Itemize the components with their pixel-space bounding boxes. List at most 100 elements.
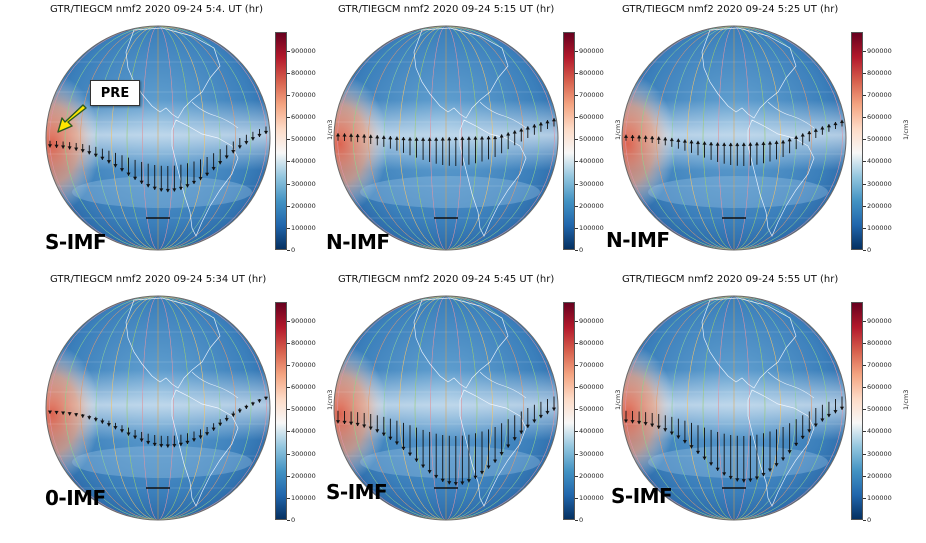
- colorbar-tick-label: 900000: [579, 46, 604, 55]
- colorbar-tick-label: 300000: [867, 449, 892, 458]
- colorbar-tick-label: 600000: [867, 383, 892, 392]
- colorbar: [563, 32, 575, 250]
- colorbar: [563, 302, 575, 520]
- colorbar-tick-label: 500000: [867, 405, 892, 414]
- colorbar-tick-label: 900000: [291, 46, 316, 55]
- colorbar-tick-mark: [575, 520, 578, 521]
- colorbar-unit: 1/cm3: [902, 119, 910, 140]
- colorbar-tick-mark: [287, 72, 290, 74]
- colorbar-tick-mark: [863, 320, 866, 322]
- colorbar-tick-label: 500000: [579, 405, 604, 414]
- colorbar-tick-mark: [575, 342, 578, 344]
- colorbar-tick-label: 200000: [291, 201, 316, 210]
- colorbar-tick-label: 200000: [867, 201, 892, 210]
- figure-panel: GTR/TIEGCM nmf2 2020 09-24 5:4. UT (hr) 0…: [0, 0, 334, 260]
- colorbar-tick-mark: [287, 183, 290, 185]
- colorbar-tick-mark: [863, 72, 866, 74]
- panel-title: GTR/TIEGCM nmf2 2020 09-24 5:15 UT (hr): [338, 4, 555, 15]
- colorbar-tick-label: 0: [291, 516, 296, 524]
- colorbar-tick-mark: [863, 227, 866, 229]
- colorbar-tick-label: 800000: [867, 338, 892, 347]
- colorbar-tick-label: 100000: [579, 493, 604, 502]
- colorbar-tick-mark: [575, 95, 578, 97]
- colorbar-tick-label: 600000: [291, 383, 316, 392]
- imf-label: S-IMF: [326, 480, 388, 504]
- colorbar-tick-label: 900000: [867, 316, 892, 325]
- colorbar-tick-mark: [287, 227, 290, 229]
- colorbar-tick-label: 800000: [291, 68, 316, 77]
- colorbar-tick-mark: [287, 250, 290, 251]
- colorbar-tick-mark: [863, 250, 866, 251]
- imf-label: 0-IMF: [45, 486, 106, 510]
- colorbar: [275, 302, 287, 520]
- colorbar-tick-label: 200000: [579, 471, 604, 480]
- colorbar-tick-label: 0: [291, 246, 296, 254]
- globe-map: [621, 295, 847, 521]
- colorbar-tick-label: 700000: [579, 361, 604, 370]
- colorbar-tick-label: 800000: [579, 68, 604, 77]
- colorbar-tick-label: 700000: [867, 91, 892, 100]
- colorbar-tick-mark: [575, 227, 578, 229]
- colorbar-tick-mark: [287, 117, 290, 119]
- colorbar-tick-label: 900000: [579, 316, 604, 325]
- colorbar: [851, 302, 863, 520]
- colorbar-tick-label: 600000: [867, 113, 892, 122]
- panel-title: GTR/TIEGCM nmf2 2020 09-24 5:25 UT (hr): [622, 4, 839, 15]
- imf-label: S-IMF: [45, 230, 107, 254]
- colorbar-tick-label: 700000: [291, 361, 316, 370]
- colorbar-tick-mark: [287, 431, 290, 433]
- globe-map: [45, 295, 271, 521]
- globe-map: [45, 25, 271, 251]
- colorbar-tick-mark: [575, 161, 578, 163]
- colorbar-tick-mark: [863, 342, 866, 344]
- globe-map: [333, 295, 559, 521]
- colorbar-tick-mark: [575, 387, 578, 389]
- colorbar-tick-label: 500000: [579, 135, 604, 144]
- colorbar-tick-mark: [287, 205, 290, 207]
- colorbar-tick-mark: [863, 183, 866, 185]
- colorbar-tick-mark: [863, 431, 866, 433]
- colorbar-tick-mark: [575, 183, 578, 185]
- colorbar-tick-mark: [863, 365, 866, 367]
- panel-title: GTR/TIEGCM nmf2 2020 09-24 5:4. UT (hr): [50, 4, 264, 15]
- colorbar-tick-label: 300000: [579, 179, 604, 188]
- colorbar-tick-mark: [575, 117, 578, 119]
- colorbar-tick-mark: [575, 431, 578, 433]
- colorbar-tick-mark: [287, 50, 290, 52]
- colorbar-tick-mark: [863, 409, 866, 411]
- colorbar-tick-mark: [863, 520, 866, 521]
- colorbar-tick-mark: [287, 139, 290, 141]
- colorbar-tick-label: 0: [867, 246, 872, 254]
- colorbar-tick-label: 800000: [579, 338, 604, 347]
- imf-label: N-IMF: [326, 230, 390, 254]
- colorbar-tick-mark: [575, 409, 578, 411]
- colorbar-tick-mark: [863, 475, 866, 477]
- colorbar-tick-label: 800000: [867, 68, 892, 77]
- colorbar-tick-mark: [575, 139, 578, 141]
- colorbar-tick-mark: [863, 497, 866, 499]
- colorbar-tick-mark: [575, 365, 578, 367]
- colorbar-tick-label: 900000: [291, 316, 316, 325]
- colorbar-tick-mark: [575, 320, 578, 322]
- colorbar-tick-label: 600000: [579, 383, 604, 392]
- colorbar-tick-mark: [287, 161, 290, 163]
- globe-map: [333, 25, 559, 251]
- colorbar-tick-label: 100000: [867, 223, 892, 232]
- colorbar-tick-label: 400000: [867, 427, 892, 436]
- colorbar-tick-label: 200000: [291, 471, 316, 480]
- colorbar-tick-label: 700000: [291, 91, 316, 100]
- colorbar-tick-mark: [575, 205, 578, 207]
- colorbar-tick-label: 700000: [579, 91, 604, 100]
- figure-panel: GTR/TIEGCM nmf2 2020 09-24 5:15 UT (hr) 0…: [288, 0, 622, 260]
- colorbar-tick-label: 800000: [291, 338, 316, 347]
- colorbar-tick-mark: [863, 50, 866, 52]
- colorbar-tick-mark: [863, 117, 866, 119]
- colorbar-tick-mark: [287, 387, 290, 389]
- colorbar-tick-label: 400000: [867, 157, 892, 166]
- colorbar-tick-mark: [575, 72, 578, 74]
- colorbar-tick-label: 400000: [579, 427, 604, 436]
- colorbar-tick-label: 100000: [291, 223, 316, 232]
- colorbar-tick-label: 600000: [579, 113, 604, 122]
- colorbar-tick-mark: [575, 497, 578, 499]
